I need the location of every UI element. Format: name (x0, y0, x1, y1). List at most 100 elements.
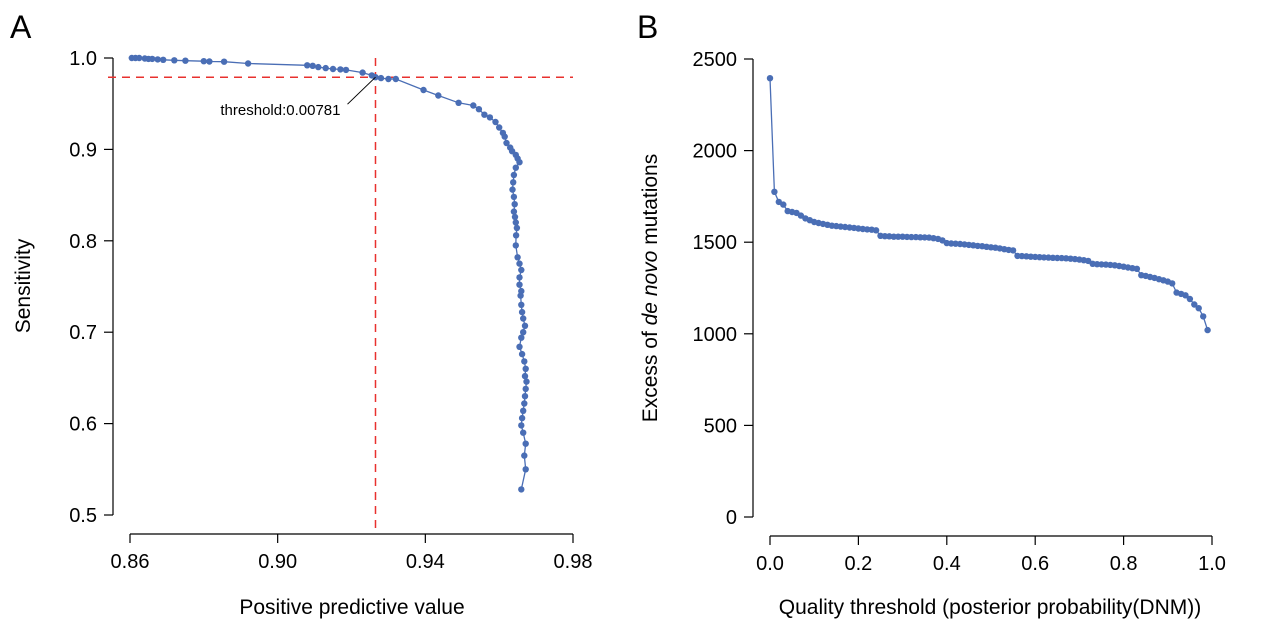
a-data-point (521, 322, 529, 329)
panel-b-y-axis-label-italic: de novo (639, 250, 662, 325)
a-data-point (511, 213, 519, 221)
panel-b-axes: 0.0 0.2 0.4 0.6 0.8 1.0 0 500 1000 1500 2000 2500 (693, 49, 1226, 575)
a-data-point (510, 208, 518, 215)
a-data-point (206, 58, 213, 65)
a-data-point (322, 64, 329, 72)
b-x-tick-label: 1.0 (1198, 553, 1226, 575)
a-data-point (220, 58, 228, 65)
b-data-point (1200, 313, 1207, 320)
a-data-point (510, 171, 518, 179)
a-data-point (518, 414, 526, 422)
a-data-point (518, 350, 526, 358)
a-data-point (337, 66, 344, 73)
a-annotation-leader (347, 76, 376, 105)
a-data-point (521, 372, 529, 380)
a-data-point (520, 315, 527, 322)
a-data-point (516, 274, 523, 281)
a-data-point (521, 400, 528, 407)
a-data-point (520, 429, 527, 436)
a-data-point (516, 343, 523, 350)
a-data-point (516, 159, 523, 166)
b-y-tick-label: 1000 (693, 324, 738, 346)
a-data-point (516, 260, 523, 267)
a-data-point (136, 54, 143, 62)
a-annotation-label: threshold:0.00781 (220, 102, 340, 119)
a-data-point (475, 106, 483, 113)
a-data-point (520, 407, 527, 414)
a-data-point (481, 111, 488, 118)
panel-a-label: A (10, 9, 32, 45)
a-data-point (171, 57, 178, 64)
panel-a-series (128, 54, 530, 493)
a-data-point (513, 224, 521, 232)
a-data-point (517, 292, 524, 299)
b-x-tick-label: 0.8 (1110, 553, 1138, 575)
a-data-point (309, 62, 316, 69)
b-y-tick-label: 0 (726, 507, 737, 529)
panel-b-series (766, 75, 1211, 334)
b-data-point (1133, 265, 1141, 272)
a-data-point (486, 114, 494, 121)
b-data-point (780, 201, 787, 208)
b-x-tick-label: 0.2 (844, 553, 872, 575)
a-data-point (518, 266, 525, 274)
panel-b-x-axis-label: Quality threshold (posterior probability… (779, 596, 1201, 619)
a-data-point (501, 133, 508, 140)
b-y-tick-label: 2000 (693, 141, 738, 163)
panel-a-annotation: threshold:0.00781 (220, 76, 376, 119)
a-data-point (509, 186, 516, 193)
a-data-point (492, 118, 499, 126)
a-data-point (149, 55, 156, 63)
b-data-point (1018, 252, 1026, 260)
a-x-tick-label: 0.94 (406, 551, 445, 573)
panel-a-x-axis-label: Positive predictive value (239, 596, 464, 619)
b-y-tick-label: 2500 (693, 49, 738, 71)
b-series-line (769, 78, 1209, 331)
a-data-point (518, 334, 525, 341)
a-data-point (512, 219, 519, 226)
b-data-point (1186, 295, 1194, 303)
a-data-point (514, 254, 521, 261)
a-data-point (510, 193, 518, 201)
b-data-point (872, 227, 880, 234)
a-data-point (512, 242, 519, 249)
b-data-point (908, 233, 915, 241)
a-data-point (385, 75, 392, 83)
b-data-point (1195, 305, 1202, 312)
b-data-point (771, 188, 778, 195)
b-data-point (1009, 247, 1017, 254)
a-data-point (342, 66, 350, 74)
b-y-tick-label: 1500 (693, 232, 738, 254)
panel-b-chart: 0.0 0.2 0.4 0.6 0.8 1.0 0 500 1000 1500 2000 2500 Q… (639, 49, 1226, 619)
a-data-point (359, 69, 366, 76)
a-data-point (510, 179, 517, 186)
a-data-point (329, 65, 337, 73)
a-data-point (315, 63, 322, 71)
a-data-point (377, 74, 385, 82)
a-series-line (131, 57, 528, 490)
a-data-point (435, 92, 442, 99)
a-y-tick-label: 0.7 (69, 322, 97, 344)
a-data-point (518, 486, 525, 493)
b-data-point (1182, 292, 1189, 299)
a-data-point (455, 99, 462, 107)
a-data-point (160, 56, 167, 63)
panel-b-y-axis-label-part: mutations (639, 154, 662, 251)
a-data-point (512, 164, 519, 171)
b-data-point (890, 233, 897, 240)
a-data-point (154, 56, 161, 63)
a-y-tick-label: 0.6 (69, 414, 97, 436)
a-data-point (522, 466, 529, 473)
a-data-point (522, 440, 529, 447)
a-data-point (521, 393, 529, 400)
a-x-tick-label: 0.86 (111, 551, 150, 573)
a-data-point (470, 102, 477, 109)
b-data-point (1204, 326, 1211, 334)
b-data-point (766, 75, 774, 82)
a-data-point (512, 232, 520, 239)
panel-a-reference-lines (108, 58, 573, 534)
b-x-tick-label: 0.4 (933, 553, 961, 575)
b-y-tick-label: 500 (704, 415, 737, 437)
a-data-point (392, 75, 399, 83)
